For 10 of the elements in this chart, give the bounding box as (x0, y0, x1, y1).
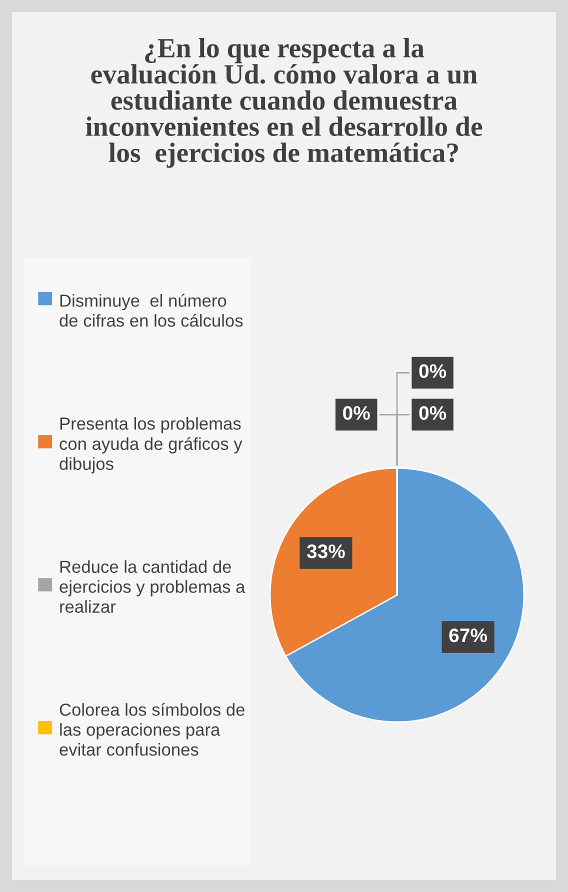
legend-label: Reduce la cantidad de ejercicios y problemas a realizar (60, 560, 246, 613)
legend-label: Disminuye el número de cifras en los cálculos (60, 294, 243, 327)
data-label: 67% (449, 628, 487, 642)
legend-label: Presenta los problemas con ayuda de gráficos y dibujos (60, 417, 242, 474)
data-label: 33% (306, 544, 345, 558)
chart-title: ¿En lo que respecta a la evaluación Ud. cómo valora a un estudiante cuando demuestra inconvenientes en el desarrollo de los ejercicios de matemática? (86, 38, 482, 168)
text: 0% (419, 406, 446, 420)
legend-label: Colorea los símbolos de las operaciones para evitar confusiones (60, 702, 244, 756)
text: 0% (419, 364, 446, 378)
text: 0% (343, 406, 370, 420)
